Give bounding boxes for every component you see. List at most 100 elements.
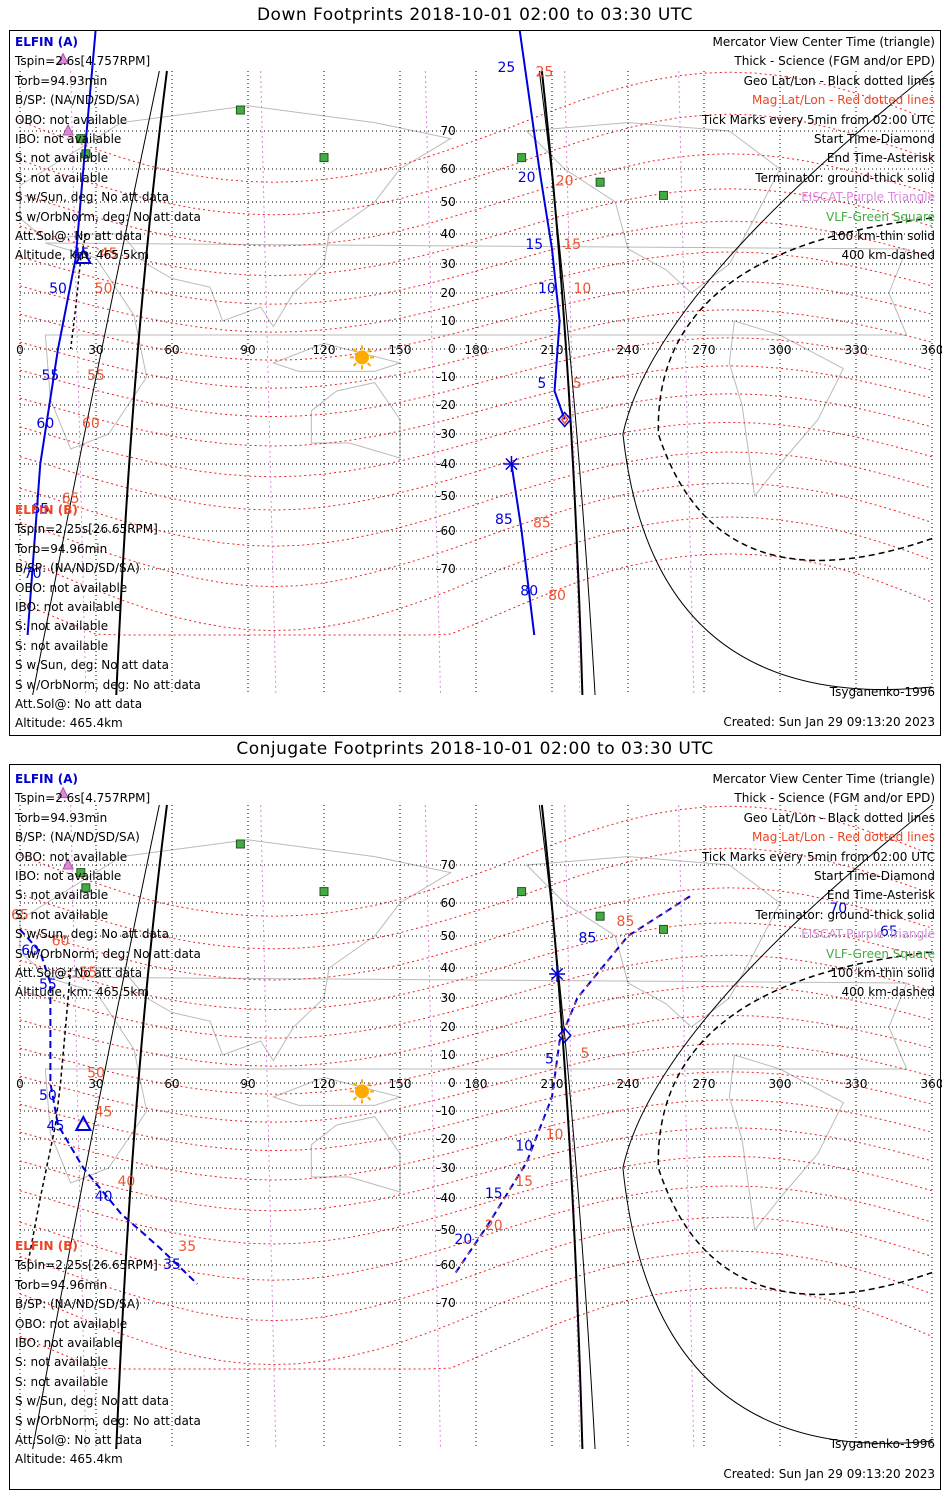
elfin-a-line: S: not available	[15, 888, 109, 903]
lat-tick-label: 40	[440, 227, 455, 241]
track-time-label: 5	[580, 1046, 589, 1062]
legend-item: EISCAT-Purple Triangle	[801, 190, 935, 205]
eiscat-marker	[62, 123, 74, 136]
coastline	[310, 1116, 401, 1193]
terminator-line	[540, 70, 584, 696]
lon-tick-label: 120	[313, 1077, 336, 1091]
mag-parallel	[19, 847, 933, 950]
elfin-a-line: S: not available	[15, 151, 109, 166]
mag-meridian	[70, 804, 87, 1450]
terminator-100km	[622, 70, 933, 691]
lon-tick-label: 60	[164, 343, 179, 357]
legend-item: EISCAT-Purple Triangle	[801, 927, 935, 942]
elfin-a-line: Tspin=2.6s[4.757RPM]	[15, 54, 151, 69]
terminator-100km	[538, 804, 596, 1450]
mag-parallel	[19, 922, 933, 1011]
lat-tick-label: 10	[440, 314, 455, 328]
mag-parallel	[19, 985, 933, 1067]
legend-item: VLF-Green Square	[826, 209, 935, 224]
legend-item: 100 km-thin solid	[830, 966, 935, 981]
track-time-label: 65	[31, 502, 49, 518]
elfin-a-line: Torb=94.93min	[15, 73, 108, 88]
lon-tick-label: 180	[465, 343, 488, 357]
mag-parallel	[19, 393, 933, 478]
coastline	[44, 242, 908, 450]
legend-item: 400 km-dashed	[841, 248, 935, 263]
elfin-b-line: B/SP: (NA/ND/SD/SA)	[15, 561, 140, 576]
lat-tick-label: -10	[436, 370, 456, 384]
vlf-station-marker	[517, 887, 527, 897]
track-time-label: 15	[485, 1186, 503, 1202]
mag-meridian	[260, 804, 277, 1450]
lon-tick-label: 210	[541, 1077, 564, 1091]
lon-tick-label: 180	[465, 1077, 488, 1091]
track-time-label: 35	[178, 1239, 196, 1255]
lon-tick-label: 270	[693, 1077, 716, 1091]
mag-parallel	[19, 309, 933, 389]
track-time-label: 70	[829, 901, 847, 917]
track-time-label: 20	[556, 174, 574, 190]
elfin-a-line: Altitude, km: 465.5km	[15, 985, 150, 1000]
track-time-label: 60	[36, 416, 54, 432]
elfin-b-line: S w/OrbNorm, deg: No att data	[15, 1413, 201, 1428]
elfin-a-line: Att.Sol@: No att data	[15, 229, 143, 244]
lat-tick-label: -20	[436, 1132, 456, 1146]
lon-tick-label: 60	[164, 1077, 179, 1091]
mag-parallel	[19, 1014, 933, 1095]
track-time-label: 55	[41, 368, 59, 384]
lat-tick-label: -10	[436, 1104, 456, 1118]
legend-item: Thick - Science (FGM and/or EPD)	[734, 791, 935, 806]
mag-parallel	[19, 421, 933, 511]
mag-parallel	[19, 337, 933, 418]
legend-item: Mercator View Center Time (triangle)	[712, 35, 935, 49]
terminator-line	[540, 804, 584, 1450]
mag-meridian	[564, 70, 581, 696]
sun-ray	[366, 362, 372, 367]
elfin-a-track	[510, 463, 536, 636]
elfin-b-track	[69, 233, 87, 350]
coastline	[271, 1076, 402, 1106]
sun-ray	[352, 1096, 358, 1101]
legend-item: Terminator: ground-thick solid	[755, 170, 935, 185]
lon-tick-label: 0	[16, 343, 24, 357]
track-time-label: 15	[515, 1174, 533, 1190]
track-time-label: 40	[117, 1174, 135, 1190]
mag-meridian	[260, 70, 277, 696]
lon-tick-label: 0	[16, 1077, 24, 1091]
track-time-label: 85	[617, 914, 635, 930]
elfin-b-line: Altitude: 465.4km	[15, 1452, 123, 1467]
elfin-b-line: S: not available	[15, 1374, 109, 1389]
legend-item: Start Time-Diamond	[813, 869, 935, 884]
lat-tick-label: 50	[440, 195, 455, 209]
elfin-b-info: ELFIN (B) Tspin=2.25s[26.65RPM] Torb=94.…	[15, 1237, 201, 1470]
elfin-a-track	[518, 31, 566, 420]
legend-item: Tick Marks every 5min from 02:00 UTC	[701, 112, 935, 127]
elfin-a-track	[26, 31, 97, 636]
mag-parallel	[19, 153, 933, 247]
track-time-label: 10	[546, 1127, 564, 1143]
track-time-label: 85	[495, 512, 513, 528]
elfin-a-info: ELFIN (A) Tspin=2.6s[4.757RPM] Torb=94.9…	[15, 33, 201, 266]
track-time-label: 20	[518, 170, 536, 186]
sun-icon	[355, 1084, 369, 1099]
mag-meridian	[424, 70, 442, 696]
elfin-b-line: S: not available	[15, 619, 109, 634]
track-time-label: 50	[95, 281, 113, 297]
end-time-asterisk-icon	[550, 967, 564, 981]
vlf-station-marker	[595, 911, 605, 921]
created-label: Created: Sun Jan 29 09:13:20 2023	[723, 1467, 935, 1481]
elfin-a-line: Att.Sol@: No att data	[15, 966, 143, 981]
track-time-label: 5	[545, 1051, 554, 1067]
down-footprints-panel: 0 30 60 90 120 150 180 210 240 270 300 330 360 70 60 50…	[9, 30, 942, 736]
terminator-100km	[32, 70, 160, 696]
track-time-label: 70	[24, 566, 42, 582]
mag-parallel	[19, 805, 933, 917]
elfin-b-line: Att.Sol@: No att data	[15, 1433, 143, 1448]
mag-parallel	[19, 482, 933, 588]
elfin-b-line: OBO: not available	[15, 580, 128, 595]
track-time-label: 85	[579, 930, 597, 946]
vlf-station-marker	[235, 105, 245, 115]
legend-item: 100 km-thin solid	[830, 229, 935, 244]
vlf-station-marker	[76, 134, 86, 144]
elfin-a-line: S w/OrbNorm, deg: No att data	[15, 946, 201, 961]
